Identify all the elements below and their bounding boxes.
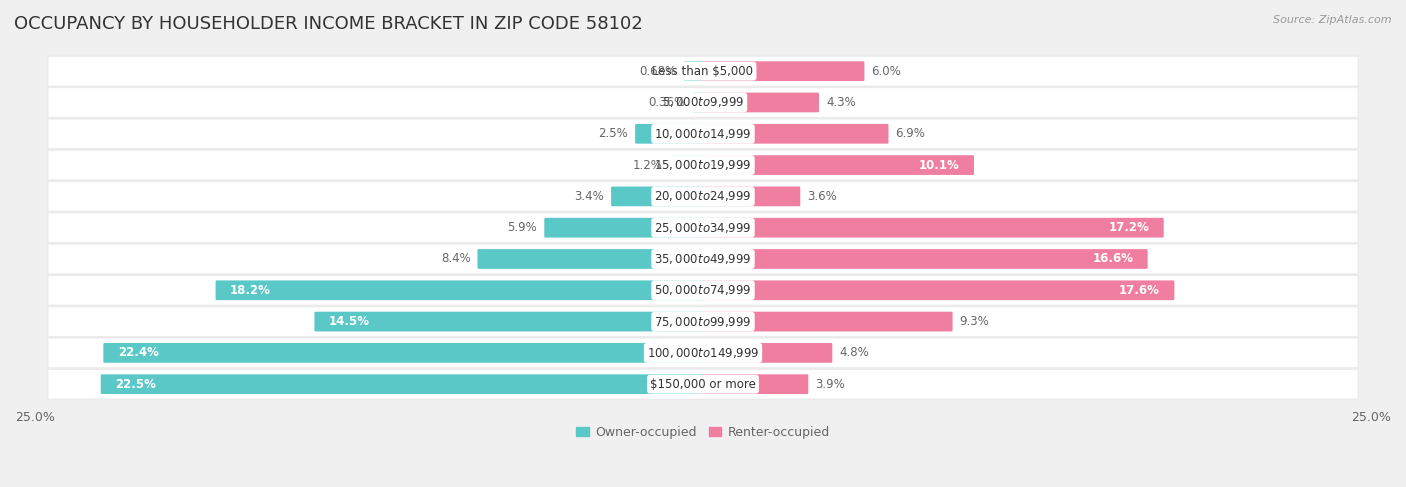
Text: $75,000 to $99,999: $75,000 to $99,999 bbox=[654, 315, 752, 329]
FancyBboxPatch shape bbox=[48, 88, 1358, 117]
Text: $25,000 to $34,999: $25,000 to $34,999 bbox=[654, 221, 752, 235]
Text: 4.3%: 4.3% bbox=[825, 96, 856, 109]
FancyBboxPatch shape bbox=[669, 155, 704, 175]
Text: Source: ZipAtlas.com: Source: ZipAtlas.com bbox=[1274, 15, 1392, 25]
Legend: Owner-occupied, Renter-occupied: Owner-occupied, Renter-occupied bbox=[571, 421, 835, 444]
Text: Less than $5,000: Less than $5,000 bbox=[652, 65, 754, 77]
Text: $35,000 to $49,999: $35,000 to $49,999 bbox=[654, 252, 752, 266]
Text: 18.2%: 18.2% bbox=[231, 284, 271, 297]
FancyBboxPatch shape bbox=[702, 93, 818, 112]
FancyBboxPatch shape bbox=[48, 213, 1358, 243]
Text: 3.6%: 3.6% bbox=[807, 190, 837, 203]
FancyBboxPatch shape bbox=[315, 312, 704, 332]
FancyBboxPatch shape bbox=[636, 124, 704, 144]
FancyBboxPatch shape bbox=[702, 375, 808, 394]
Text: $50,000 to $74,999: $50,000 to $74,999 bbox=[654, 283, 752, 297]
FancyBboxPatch shape bbox=[683, 61, 704, 81]
Text: 14.5%: 14.5% bbox=[329, 315, 370, 328]
Text: 6.9%: 6.9% bbox=[896, 127, 925, 140]
FancyBboxPatch shape bbox=[612, 187, 704, 206]
FancyBboxPatch shape bbox=[702, 61, 865, 81]
Text: 17.2%: 17.2% bbox=[1108, 221, 1149, 234]
FancyBboxPatch shape bbox=[215, 281, 704, 300]
FancyBboxPatch shape bbox=[702, 155, 974, 175]
Text: $15,000 to $19,999: $15,000 to $19,999 bbox=[654, 158, 752, 172]
Text: 2.5%: 2.5% bbox=[599, 127, 628, 140]
Text: OCCUPANCY BY HOUSEHOLDER INCOME BRACKET IN ZIP CODE 58102: OCCUPANCY BY HOUSEHOLDER INCOME BRACKET … bbox=[14, 15, 643, 33]
Text: 6.0%: 6.0% bbox=[872, 65, 901, 77]
FancyBboxPatch shape bbox=[48, 338, 1358, 368]
FancyBboxPatch shape bbox=[48, 369, 1358, 399]
Text: $150,000 or more: $150,000 or more bbox=[650, 378, 756, 391]
FancyBboxPatch shape bbox=[48, 306, 1358, 337]
Text: 8.4%: 8.4% bbox=[440, 252, 471, 265]
FancyBboxPatch shape bbox=[702, 312, 953, 332]
Text: 9.3%: 9.3% bbox=[959, 315, 990, 328]
Text: 5.9%: 5.9% bbox=[508, 221, 537, 234]
FancyBboxPatch shape bbox=[702, 187, 800, 206]
FancyBboxPatch shape bbox=[692, 93, 704, 112]
Text: 0.36%: 0.36% bbox=[648, 96, 685, 109]
Text: $10,000 to $14,999: $10,000 to $14,999 bbox=[654, 127, 752, 141]
FancyBboxPatch shape bbox=[702, 124, 889, 144]
Text: 4.8%: 4.8% bbox=[839, 346, 869, 359]
Text: $100,000 to $149,999: $100,000 to $149,999 bbox=[647, 346, 759, 360]
FancyBboxPatch shape bbox=[101, 375, 704, 394]
Text: 22.4%: 22.4% bbox=[118, 346, 159, 359]
FancyBboxPatch shape bbox=[48, 150, 1358, 180]
Text: 1.2%: 1.2% bbox=[633, 159, 662, 171]
Text: 0.68%: 0.68% bbox=[640, 65, 676, 77]
FancyBboxPatch shape bbox=[544, 218, 704, 238]
Text: 22.5%: 22.5% bbox=[115, 378, 156, 391]
Text: 16.6%: 16.6% bbox=[1092, 252, 1133, 265]
FancyBboxPatch shape bbox=[48, 244, 1358, 274]
Text: 3.4%: 3.4% bbox=[575, 190, 605, 203]
Text: 3.9%: 3.9% bbox=[815, 378, 845, 391]
FancyBboxPatch shape bbox=[48, 275, 1358, 305]
FancyBboxPatch shape bbox=[702, 249, 1147, 269]
FancyBboxPatch shape bbox=[702, 343, 832, 363]
FancyBboxPatch shape bbox=[702, 281, 1174, 300]
Text: 17.6%: 17.6% bbox=[1119, 284, 1160, 297]
FancyBboxPatch shape bbox=[48, 181, 1358, 211]
FancyBboxPatch shape bbox=[48, 119, 1358, 149]
Text: 10.1%: 10.1% bbox=[918, 159, 959, 171]
FancyBboxPatch shape bbox=[478, 249, 704, 269]
Text: $20,000 to $24,999: $20,000 to $24,999 bbox=[654, 189, 752, 204]
FancyBboxPatch shape bbox=[702, 218, 1164, 238]
Text: $5,000 to $9,999: $5,000 to $9,999 bbox=[662, 95, 744, 110]
FancyBboxPatch shape bbox=[48, 56, 1358, 86]
FancyBboxPatch shape bbox=[104, 343, 704, 363]
